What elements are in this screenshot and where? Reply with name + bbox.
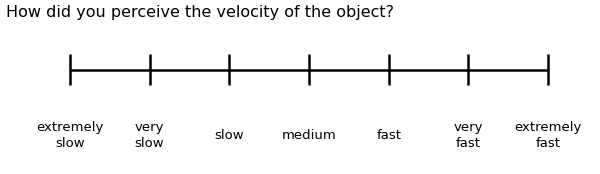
Text: extremely
slow: extremely slow	[36, 121, 104, 150]
Text: fast: fast	[376, 129, 401, 142]
Text: extremely
fast: extremely fast	[514, 121, 582, 150]
Text: very
slow: very slow	[135, 121, 164, 150]
Text: How did you perceive the velocity of the object?: How did you perceive the velocity of the…	[6, 5, 394, 20]
Text: slow: slow	[214, 129, 244, 142]
Text: very
fast: very fast	[454, 121, 483, 150]
Text: medium: medium	[281, 129, 337, 142]
